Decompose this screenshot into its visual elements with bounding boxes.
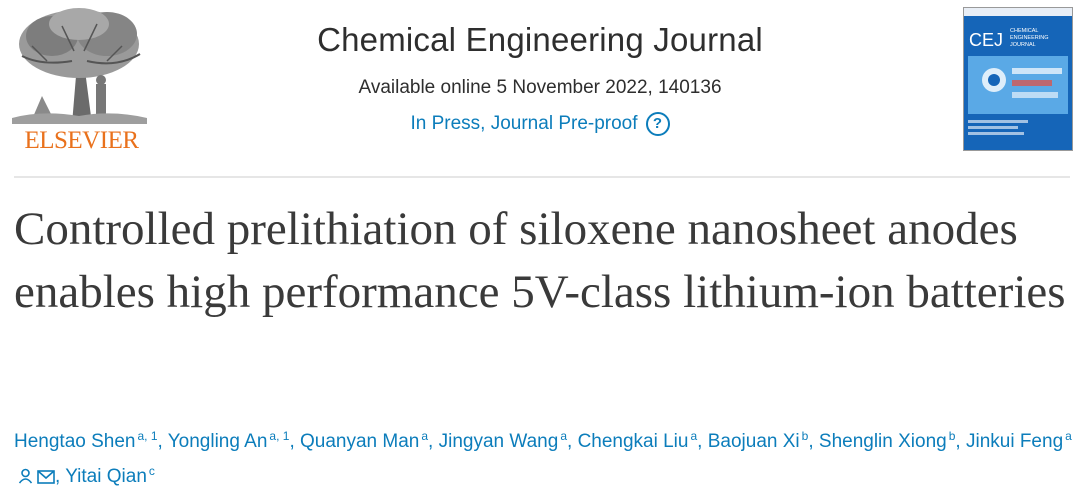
- journal-title[interactable]: Chemical Engineering Journal: [317, 21, 763, 58]
- author-link[interactable]: Quanyan Man a: [300, 428, 429, 452]
- question-circle-icon[interactable]: ?: [645, 112, 670, 136]
- journal-info-block: Chemical Engineering Journal Available o…: [250, 18, 830, 136]
- author-link[interactable]: Baojuan Xi b: [707, 428, 809, 452]
- cover-subtitle-1: CHEMICAL: [1010, 28, 1038, 34]
- corresponding-author-link[interactable]: Jinkui Feng a: [14, 430, 1072, 487]
- cover-subtitle-3: JOURNAL: [1010, 42, 1036, 48]
- author-list: Hengtao Shen a, 1, Yongling An a, 1, Quany…: [14, 428, 1072, 487]
- envelope-icon[interactable]: [37, 470, 55, 484]
- person-icon[interactable]: [18, 468, 33, 484]
- author-link[interactable]: Yitai Qian c: [65, 463, 155, 487]
- status-label: In Press, Journal Pre-proof: [410, 113, 638, 134]
- journal-cover-thumbnail[interactable]: CEJ CHEMICAL ENGINEERING JOURNAL: [963, 7, 1073, 151]
- author-link[interactable]: Chengkai Liu a: [577, 428, 698, 452]
- availability-line: Available online 5 November 2022, 140136: [358, 77, 722, 98]
- pre-proof-status-link[interactable]: In Press, Journal Pre-proof ?: [410, 112, 670, 136]
- author-link[interactable]: Hengtao Shen a, 1: [14, 428, 158, 452]
- elsevier-logo[interactable]: ELSEVIER: [12, 6, 147, 156]
- header-divider: [14, 176, 1070, 178]
- author-link[interactable]: Jingyan Wang a: [438, 428, 567, 452]
- cover-acronym: CEJ: [969, 30, 1003, 50]
- publisher-wordmark: ELSEVIER: [24, 127, 139, 154]
- cover-subtitle-2: ENGINEERING: [1010, 35, 1049, 41]
- tree-logo-icon: [12, 6, 147, 124]
- author-link[interactable]: Yongling An a, 1: [167, 428, 290, 452]
- cover-art-icon: CEJ CHEMICAL ENGINEERING JOURNAL: [964, 8, 1072, 150]
- article-header: ELSEVIER Chemical Engineering Journal Av…: [0, 0, 1080, 170]
- article-title: Controlled prelithiation of siloxene nan…: [14, 203, 1066, 318]
- author-link[interactable]: Shenglin Xiong b: [818, 428, 956, 452]
